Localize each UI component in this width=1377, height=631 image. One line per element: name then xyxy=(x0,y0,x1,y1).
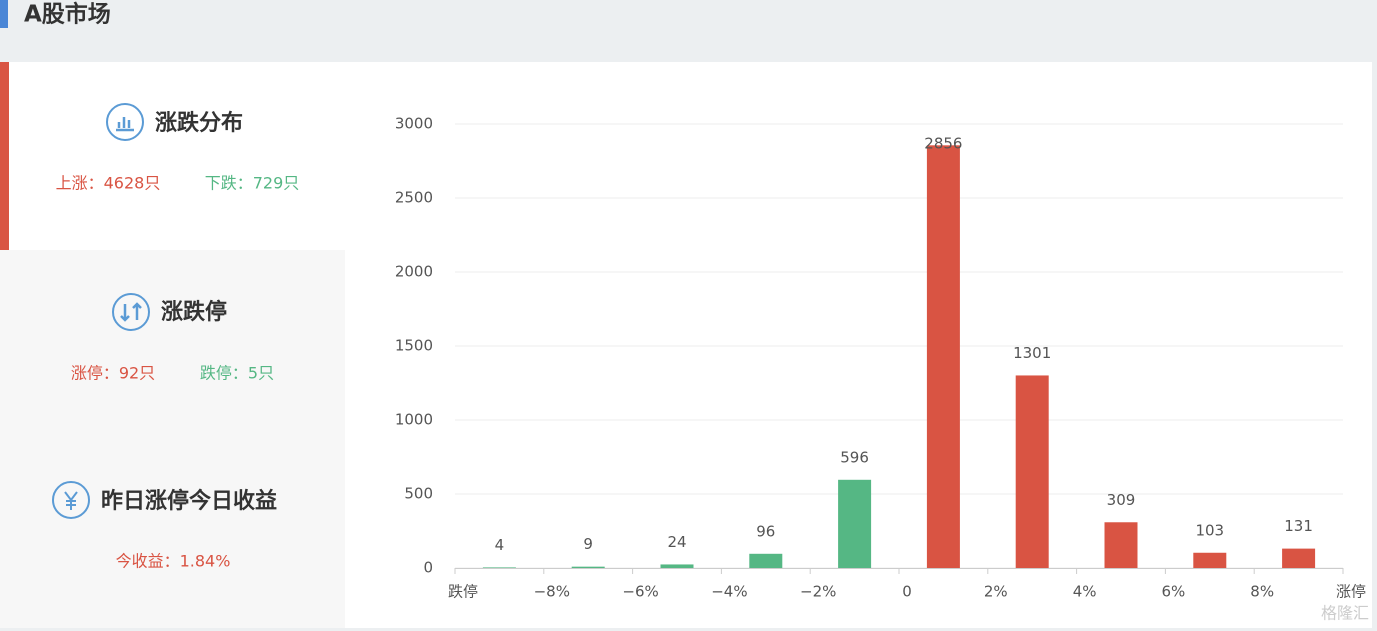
bar xyxy=(1193,552,1227,568)
section-title: 涨跌停 xyxy=(161,299,227,325)
value-label: 9 xyxy=(583,535,593,553)
bar xyxy=(1015,375,1049,568)
x-tick-label: 6% xyxy=(1162,583,1186,601)
chart: 0 500 1000 1500 2000 2500 3000 跌停 −8% −6% −4% −2% 0 2… xyxy=(395,115,1366,601)
page-title: A股市场 xyxy=(24,1,111,28)
return-value: 今收益：1.84% xyxy=(116,552,231,571)
value-label: 596 xyxy=(840,448,869,466)
sidebar-gray xyxy=(0,250,345,628)
icon xyxy=(52,103,150,519)
y-tick-label: 0 xyxy=(423,559,433,577)
x-tick-label: 0 xyxy=(902,583,912,601)
x-tick-label: −2% xyxy=(800,583,836,601)
x-tick-label: 涨停 xyxy=(1336,583,1366,601)
value-label: 24 xyxy=(667,533,686,551)
x-tick-label: −8% xyxy=(534,583,570,601)
bar xyxy=(749,553,783,568)
x-tick-label: 跌停 xyxy=(448,583,478,601)
value-label: 131 xyxy=(1284,517,1313,535)
bar xyxy=(482,567,516,568)
x-tick-label: −4% xyxy=(711,583,747,601)
y-tick-label: 3000 xyxy=(395,115,433,133)
y-tick-label: 500 xyxy=(404,485,433,503)
y-tick-label: 1500 xyxy=(395,337,433,355)
value-label: 1301 xyxy=(1013,344,1051,362)
x-tick-label: 2% xyxy=(984,583,1008,601)
y-tick-label: 2500 xyxy=(395,189,433,207)
x-tick-label: −6% xyxy=(622,583,658,601)
value-label: 309 xyxy=(1107,491,1136,509)
active-marker xyxy=(0,62,9,250)
watermark: 格隆汇 xyxy=(1321,604,1369,623)
value-label: 96 xyxy=(756,522,775,540)
value-label: 2856 xyxy=(924,135,962,153)
y-tick-label: 1000 xyxy=(395,411,433,429)
bar xyxy=(1104,522,1138,568)
x-tick-label: 4% xyxy=(1073,583,1097,601)
value-label: 4 xyxy=(495,536,505,554)
rise-count: 上涨：4628只 xyxy=(56,174,161,193)
bar xyxy=(660,564,694,568)
bar xyxy=(1282,548,1316,568)
bar xyxy=(571,566,605,568)
section-title: 昨日涨停今日收益 xyxy=(101,488,277,514)
y-tick-label: 2000 xyxy=(395,263,433,281)
section-title: 涨跌分布 xyxy=(155,110,243,136)
value-label: 103 xyxy=(1195,521,1224,539)
bar xyxy=(926,145,960,568)
limit-up-count: 涨停：92只 xyxy=(71,364,155,383)
fall-count: 下跌：729只 xyxy=(205,174,300,193)
bar xyxy=(838,479,872,568)
limit-down-count: 跌停：5只 xyxy=(200,364,274,383)
title-accent xyxy=(0,0,8,28)
x-tick-label: 8% xyxy=(1250,583,1274,601)
